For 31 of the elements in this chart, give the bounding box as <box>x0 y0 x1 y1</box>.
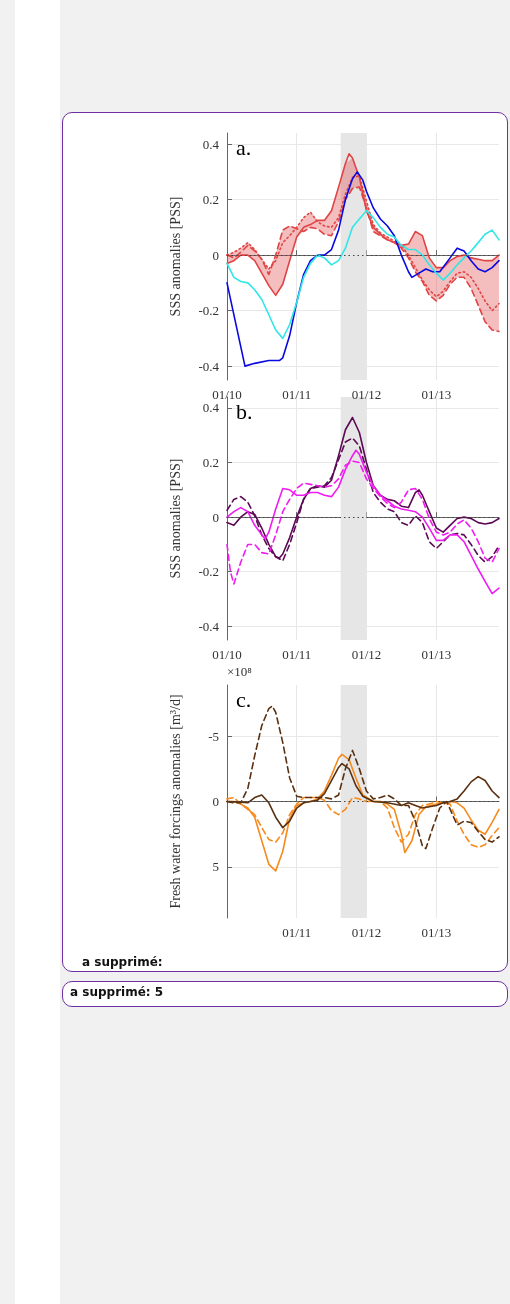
y-tick-label: 0.2 <box>202 192 219 208</box>
x-tick-label: 01/13 <box>421 647 452 662</box>
x-tick-label: 01/11 <box>282 925 312 940</box>
x-tick-label: 01/11 <box>282 647 312 662</box>
text: a supprimé: 5 <box>70 985 164 999</box>
x-tick-label: 01/11 <box>282 387 312 402</box>
y-tick-label: 0.4 <box>202 136 220 152</box>
x-tick-label: 01/10 <box>212 647 242 662</box>
y-tick-label: -0.2 <box>198 564 219 580</box>
y-tick-label: -0.2 <box>198 303 219 319</box>
x-tick-label: 01/13 <box>421 387 452 402</box>
text: ×10⁸ <box>227 664 253 679</box>
chart-title: a. <box>236 134 252 160</box>
x-tick-label: 01/12 <box>351 925 382 940</box>
chart-title: c. <box>236 686 252 712</box>
y-tick-label: 0 <box>212 509 219 525</box>
y-tick-label: -0.4 <box>198 618 220 634</box>
y-tick-label: 0.2 <box>202 455 219 471</box>
y-tick-label: -5 <box>208 728 219 744</box>
text: a supprimé: <box>82 955 163 969</box>
y-axis-title: Fresh water forcings anomalies [m³/d] <box>167 694 183 909</box>
y-tick-label: 5 <box>212 859 219 875</box>
y-tick-label: -0.4 <box>198 358 220 374</box>
y-tick-label: 0.4 <box>202 400 220 416</box>
y-axis-title: SSS anomalies [PSS] <box>167 196 183 317</box>
y-axis-title: SSS anomalies [PSS] <box>167 458 183 579</box>
y-tick-label: 0 <box>212 247 219 263</box>
x-tick-label: 01/13 <box>421 925 452 940</box>
y-tick-label: 0 <box>212 794 219 809</box>
x-tick-label: 01/12 <box>351 647 382 662</box>
x-tick-label: 01/12 <box>351 387 382 402</box>
